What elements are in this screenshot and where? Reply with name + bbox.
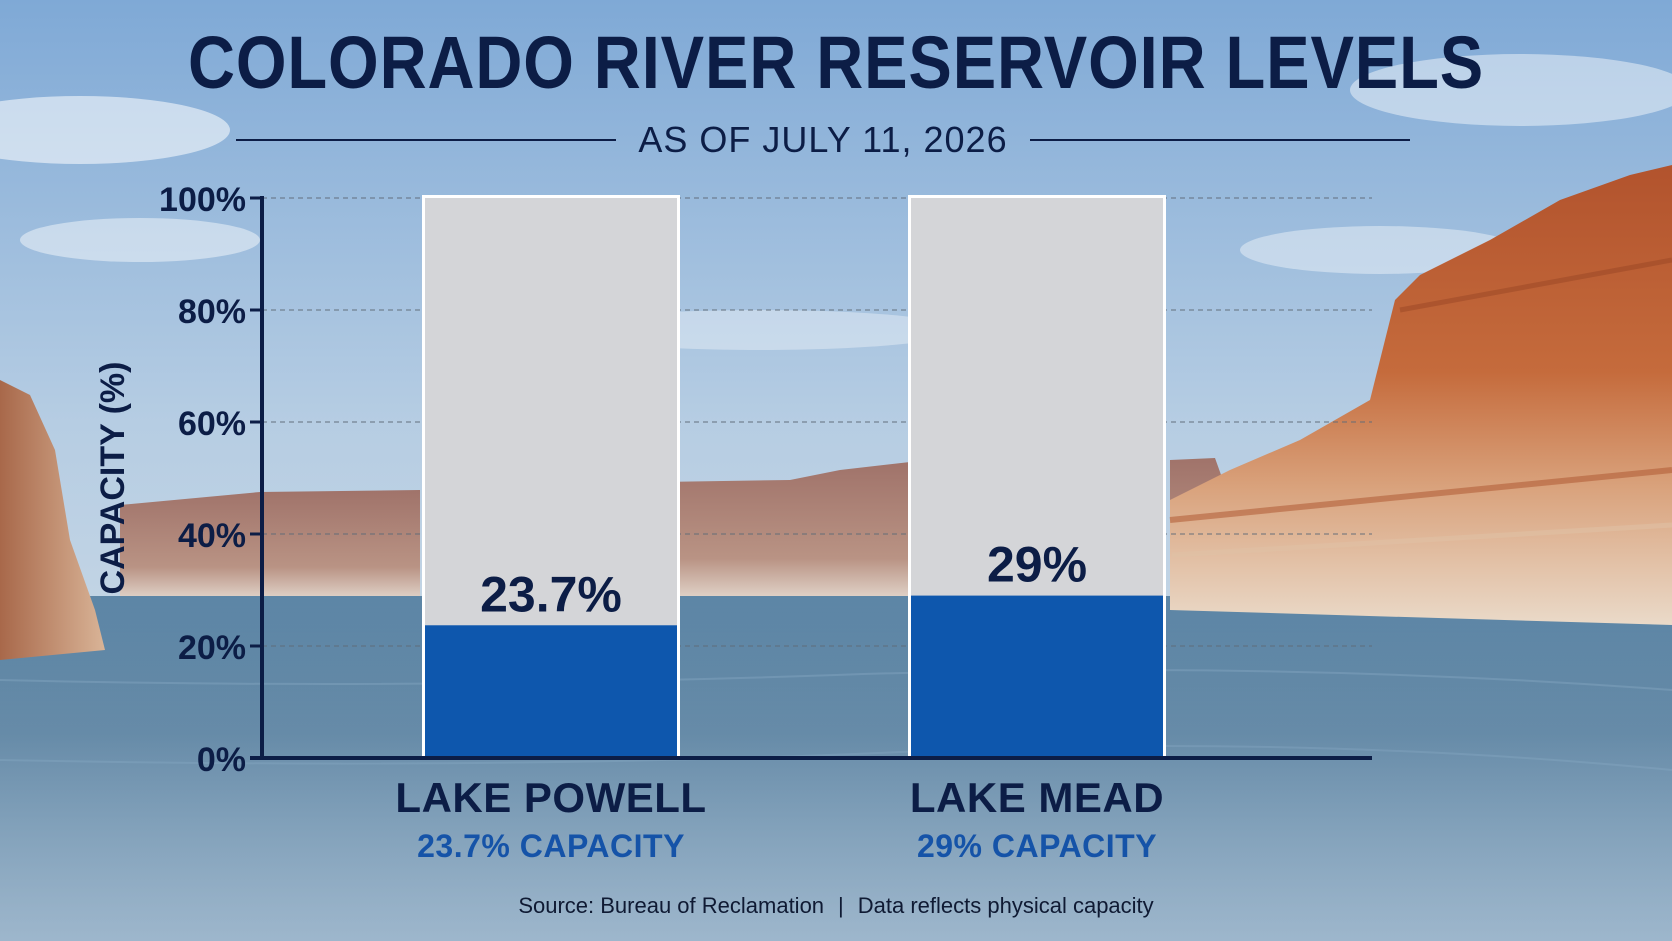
bar-fill-lake-mead [911, 595, 1163, 758]
chart-subtitle: AS OF JULY 11, 2026 [638, 119, 1008, 160]
y-tick-label-0: 0% [197, 741, 246, 779]
value-label-lake-powell: 23.7% [480, 566, 622, 622]
category-label-lake-mead: LAKE MEAD [909, 774, 1165, 821]
footer: Source: Bureau of Reclamation | Data refle… [0, 893, 1672, 919]
y-tick-label-100: 100% [159, 181, 246, 219]
chart-title: COLORADO RIVER RESERVOIR LEVELS [187, 21, 1485, 104]
value-label-lake-mead: 29% [987, 537, 1087, 593]
y-tick-label-80: 80% [178, 293, 246, 331]
footer-source: Source: Bureau of Reclamation [518, 893, 825, 918]
footer-note: Data reflects physical capacity [857, 893, 1154, 918]
y-axis-title: CAPACITY (%) [94, 362, 132, 595]
subtitle-rule-right [1029, 139, 1411, 141]
capacity-label-lake-mead: 29% CAPACITY [916, 828, 1158, 864]
footer-separator: | [838, 893, 844, 918]
y-tick-label-20: 20% [178, 629, 246, 667]
bar-fill-lake-powell [425, 625, 677, 758]
capacity-label-lake-powell: 23.7% CAPACITY [417, 828, 685, 864]
category-label-lake-powell: LAKE POWELL [395, 774, 707, 821]
subtitle-rule-left [236, 139, 617, 141]
y-tick-label-40: 40% [178, 517, 246, 555]
y-tick-label-60: 60% [178, 405, 246, 443]
subtitle-row: AS OF JULY 11, 2026 [236, 112, 1411, 168]
